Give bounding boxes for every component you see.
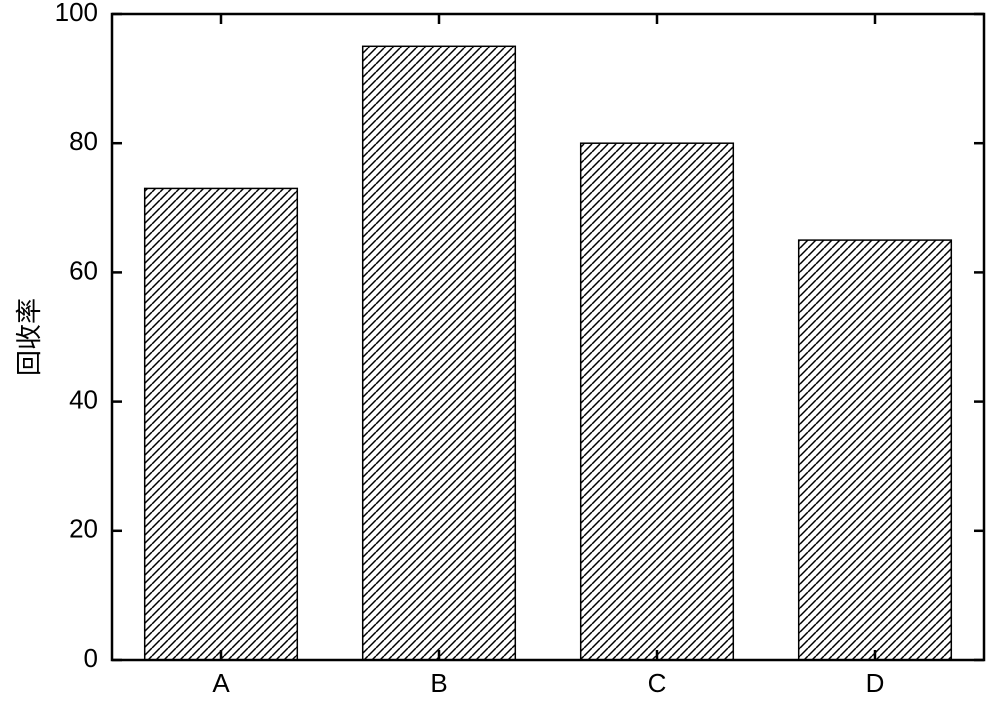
bar-chart: 0 20 40 60 80 100 A B C D 回收率 (0, 0, 1000, 707)
bar-C (581, 143, 734, 660)
ytick-label: 100 (55, 0, 98, 27)
chart-svg: 0 20 40 60 80 100 A B C D 回收率 (0, 0, 1000, 707)
bar-D (799, 240, 952, 660)
ytick-label: 40 (69, 384, 98, 414)
bar-A (145, 188, 298, 660)
ytick-label: 80 (69, 126, 98, 156)
xtick-label: B (430, 668, 447, 698)
ytick-label: 0 (84, 643, 98, 673)
y-axis-label: 回收率 (14, 298, 44, 376)
xtick-label: A (212, 668, 230, 698)
ytick-label: 20 (69, 514, 98, 544)
xtick-label: C (648, 668, 667, 698)
bar-B (363, 46, 516, 660)
ytick-label: 60 (69, 255, 98, 285)
xtick-label: D (866, 668, 885, 698)
